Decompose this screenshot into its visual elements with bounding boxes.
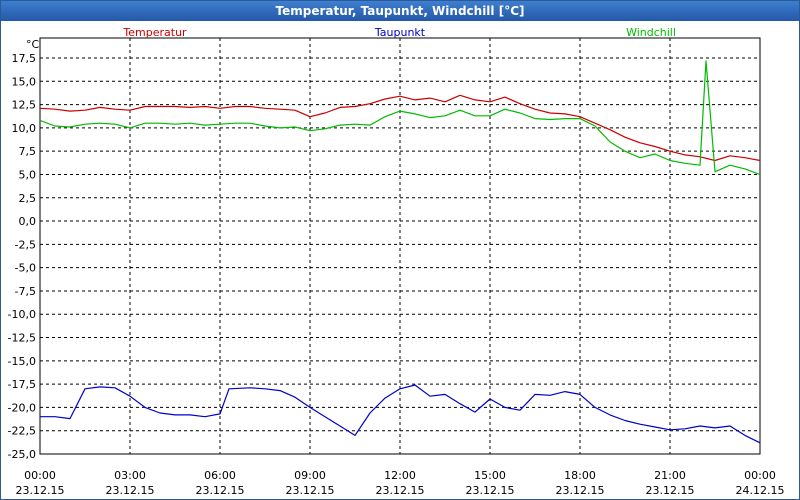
y-tick-label: -17,5 bbox=[8, 378, 36, 391]
y-tick-label: 7,5 bbox=[19, 145, 37, 158]
x-tick-date: 23.12.15 bbox=[286, 484, 335, 497]
series-line-taupunkt bbox=[40, 384, 761, 444]
y-tick-label: 17,5 bbox=[12, 52, 37, 65]
legend-taupunkt: Taupunkt bbox=[374, 26, 426, 39]
legend-windchill: Windchill bbox=[626, 26, 676, 39]
y-tick-label: 2,5 bbox=[19, 192, 37, 205]
y-tick-label: -7,5 bbox=[15, 285, 36, 298]
y-tick-label: -2,5 bbox=[15, 238, 36, 251]
x-tick-date: 24.12.15 bbox=[736, 484, 785, 497]
y-axis-label: °C bbox=[26, 38, 40, 51]
x-tick-date: 23.12.15 bbox=[196, 484, 245, 497]
y-tick-label: 15,0 bbox=[12, 75, 37, 88]
legend-temperatur: Temperatur bbox=[122, 26, 187, 39]
x-tick-date: 23.12.15 bbox=[556, 484, 605, 497]
x-tick-date: 23.12.15 bbox=[646, 484, 695, 497]
x-tick-time: 09:00 bbox=[294, 469, 326, 482]
y-tick-label: -15,0 bbox=[8, 355, 36, 368]
x-tick-date: 23.12.15 bbox=[376, 484, 425, 497]
y-tick-label: -12,5 bbox=[8, 332, 36, 345]
x-tick-time: 00:00 bbox=[24, 469, 56, 482]
y-tick-label: 10,0 bbox=[12, 122, 37, 135]
x-tick-time: 06:00 bbox=[204, 469, 236, 482]
x-tick-time: 03:00 bbox=[114, 469, 146, 482]
y-tick-label: -22,5 bbox=[8, 425, 36, 438]
x-tick-date: 23.12.15 bbox=[466, 484, 515, 497]
x-tick-date: 23.12.15 bbox=[16, 484, 65, 497]
y-tick-label: 0,0 bbox=[19, 215, 37, 228]
x-tick-time: 18:00 bbox=[564, 469, 596, 482]
series-line-windchill bbox=[39, 60, 761, 176]
x-tick-time: 15:00 bbox=[474, 469, 506, 482]
y-tick-label: 12,5 bbox=[12, 99, 37, 112]
x-tick-date: 23.12.15 bbox=[106, 484, 155, 497]
series-line-temperatur bbox=[39, 94, 761, 162]
y-tick-label: -25,0 bbox=[8, 448, 36, 461]
y-tick-label: -5,0 bbox=[15, 262, 36, 275]
x-tick-time: 21:00 bbox=[654, 469, 686, 482]
y-tick-label: 5,0 bbox=[19, 168, 37, 181]
x-tick-time: 00:00 bbox=[744, 469, 776, 482]
window-title: Temperatur, Taupunkt, Windchill [°C] bbox=[1, 1, 799, 21]
y-tick-label: -10,0 bbox=[8, 308, 36, 321]
x-tick-time: 12:00 bbox=[384, 469, 416, 482]
y-tick-label: -20,0 bbox=[8, 401, 36, 414]
